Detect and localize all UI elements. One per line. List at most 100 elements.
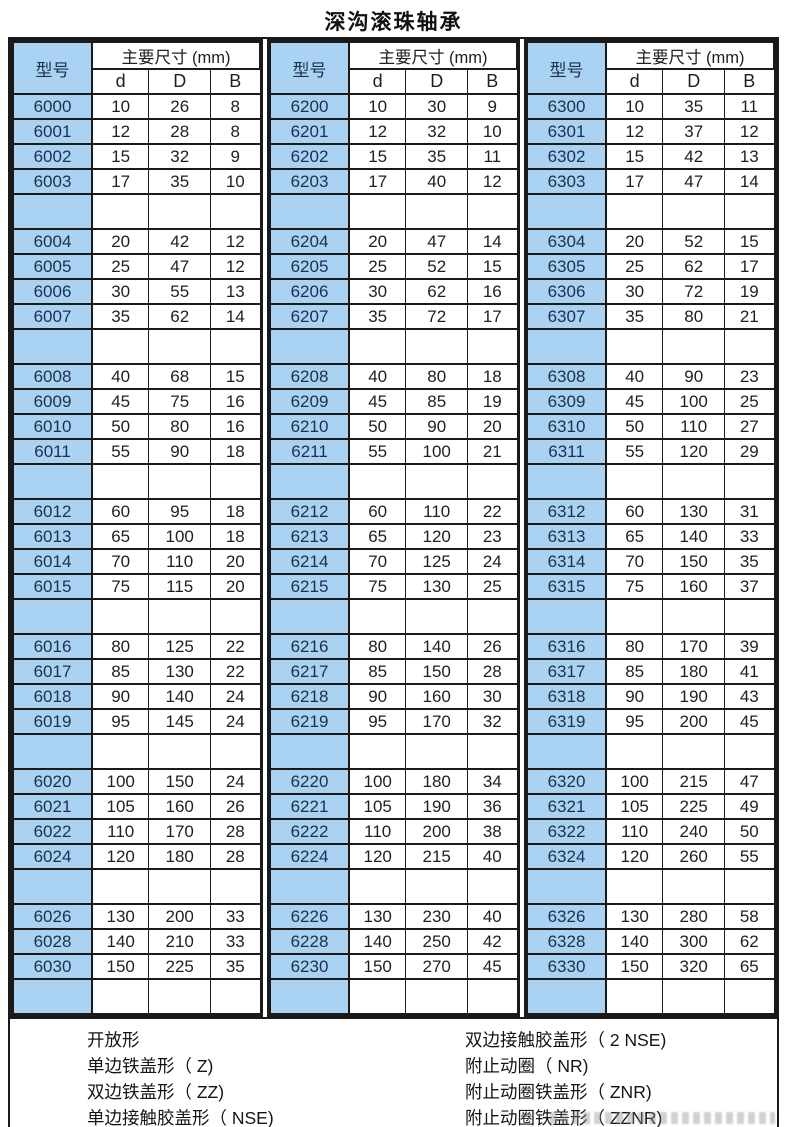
dim-cell [467, 598, 518, 635]
model-cell [11, 868, 94, 905]
table-row: 6028 140 210 33 [11, 928, 261, 955]
dim-cell: 35 [724, 548, 775, 575]
model-cell: 6026 [11, 903, 94, 930]
separator-row [525, 193, 775, 230]
dim-cell: 140 [348, 928, 407, 955]
table-row: 6311 55 120 29 [525, 438, 775, 465]
dim-cell: 35 [605, 303, 664, 330]
dim-cell: 16 [210, 413, 261, 440]
dim-cell: 225 [148, 953, 212, 980]
model-cell [11, 328, 94, 365]
dim-cell: 130 [405, 573, 469, 600]
dim-cell: 230 [405, 903, 469, 930]
dim-cell: 12 [605, 118, 664, 145]
table-row: 6001 12 28 8 [11, 118, 261, 145]
dim-cell: 75 [348, 573, 407, 600]
legend: 开放形 单边铁盖形（ Z) 双边铁盖形（ ZZ) 单边接触胶盖形（ NSE) 双… [10, 1017, 777, 1127]
model-cell: 6301 [525, 118, 608, 145]
model-cell: 6305 [525, 253, 608, 280]
dims-header: 主要尺寸 (mm) [605, 41, 775, 70]
dim-cell: 24 [210, 683, 261, 710]
model-cell: 6016 [11, 633, 94, 660]
separator-row [268, 978, 518, 1015]
dim-cell: 95 [348, 708, 407, 735]
dim-cell: 45 [605, 388, 664, 415]
dim-cell [148, 733, 212, 770]
dim-cell [662, 328, 726, 365]
dim-cell: 16 [210, 388, 261, 415]
separator-row [525, 598, 775, 635]
table-row: 6000 10 26 8 [11, 93, 261, 120]
dim-cell: 35 [348, 303, 407, 330]
dim-cell: 90 [91, 683, 150, 710]
model-cell: 6313 [525, 523, 608, 550]
table-row: 6016 80 125 22 [11, 633, 261, 660]
dim-cell: 30 [348, 278, 407, 305]
dim-cell: 90 [405, 413, 469, 440]
dim-cell: 19 [467, 388, 518, 415]
model-cell: 6021 [11, 793, 94, 820]
dim-cell [91, 598, 150, 635]
dim-cell [467, 868, 518, 905]
dim-cell [405, 733, 469, 770]
dim-cell: 15 [91, 143, 150, 170]
dim-cell: 18 [210, 523, 261, 550]
dim-cell: 100 [662, 388, 726, 415]
section-6300-series: 型号 主要尺寸 (mm) d D B 6300 10 35 11 6301 12 37 12 6302 15… [524, 39, 777, 1017]
section-6200-series: 型号 主要尺寸 (mm) d D B 6200 10 30 9 6201 12 32 10 6202 15 3… [267, 39, 520, 1017]
model-cell: 6213 [268, 523, 351, 550]
dim-cell [662, 193, 726, 230]
header-row: 型号 主要尺寸 (mm) [525, 41, 775, 95]
dim-cell: 68 [148, 363, 212, 390]
dim-cell: 120 [405, 523, 469, 550]
dim-cell: 70 [348, 548, 407, 575]
model-cell: 6218 [268, 683, 351, 710]
table-row: 6203 17 40 12 [268, 168, 518, 195]
table-row: 6221 105 190 36 [268, 793, 518, 820]
dim-cell: 16 [467, 278, 518, 305]
model-cell: 6008 [11, 363, 94, 390]
separator-row [525, 868, 775, 905]
dim-cell [662, 868, 726, 905]
table-row: 6020 100 150 24 [11, 768, 261, 795]
table-row: 6321 105 225 49 [525, 793, 775, 820]
table-row: 6306 30 72 19 [525, 278, 775, 305]
dim-cell: 12 [210, 228, 261, 255]
dim-cell [605, 598, 664, 635]
dim-cell: 30 [605, 278, 664, 305]
table-row: 6002 15 32 9 [11, 143, 261, 170]
model-cell: 6300 [525, 93, 608, 120]
table-row: 6017 85 130 22 [11, 658, 261, 685]
dim-cell: 35 [405, 143, 469, 170]
dim-cell [605, 733, 664, 770]
dim-cell [605, 328, 664, 365]
dim-cell: 18 [467, 363, 518, 390]
dim-cell: 200 [405, 818, 469, 845]
dim-cell: 62 [662, 253, 726, 280]
dim-cell: 42 [467, 928, 518, 955]
table-row: 6317 85 180 41 [525, 658, 775, 685]
table-row: 6014 70 110 20 [11, 548, 261, 575]
dim-cell [405, 193, 469, 230]
model-cell: 6019 [11, 708, 94, 735]
dim-cell: 15 [605, 143, 664, 170]
dim-cell: 80 [662, 303, 726, 330]
table-row: 6220 100 180 34 [268, 768, 518, 795]
model-cell: 6326 [525, 903, 608, 930]
dim-cell: 45 [724, 708, 775, 735]
model-cell: 6020 [11, 768, 94, 795]
dim-cell [405, 463, 469, 500]
model-cell: 6303 [525, 168, 608, 195]
table-row: 6206 30 62 16 [268, 278, 518, 305]
dim-cell: 80 [348, 633, 407, 660]
table-row: 6302 15 42 13 [525, 143, 775, 170]
dim-cell: 150 [605, 953, 664, 980]
table-row: 6300 10 35 11 [525, 93, 775, 120]
dim-cell: 60 [605, 498, 664, 525]
legend-item-z: 单边铁盖形（ Z) [87, 1056, 214, 1076]
dim-cell [348, 328, 407, 365]
dim-cell: 26 [210, 793, 261, 820]
separator-row [11, 193, 261, 230]
table-row: 6024 120 180 28 [11, 843, 261, 870]
dim-cell: 30 [405, 93, 469, 120]
